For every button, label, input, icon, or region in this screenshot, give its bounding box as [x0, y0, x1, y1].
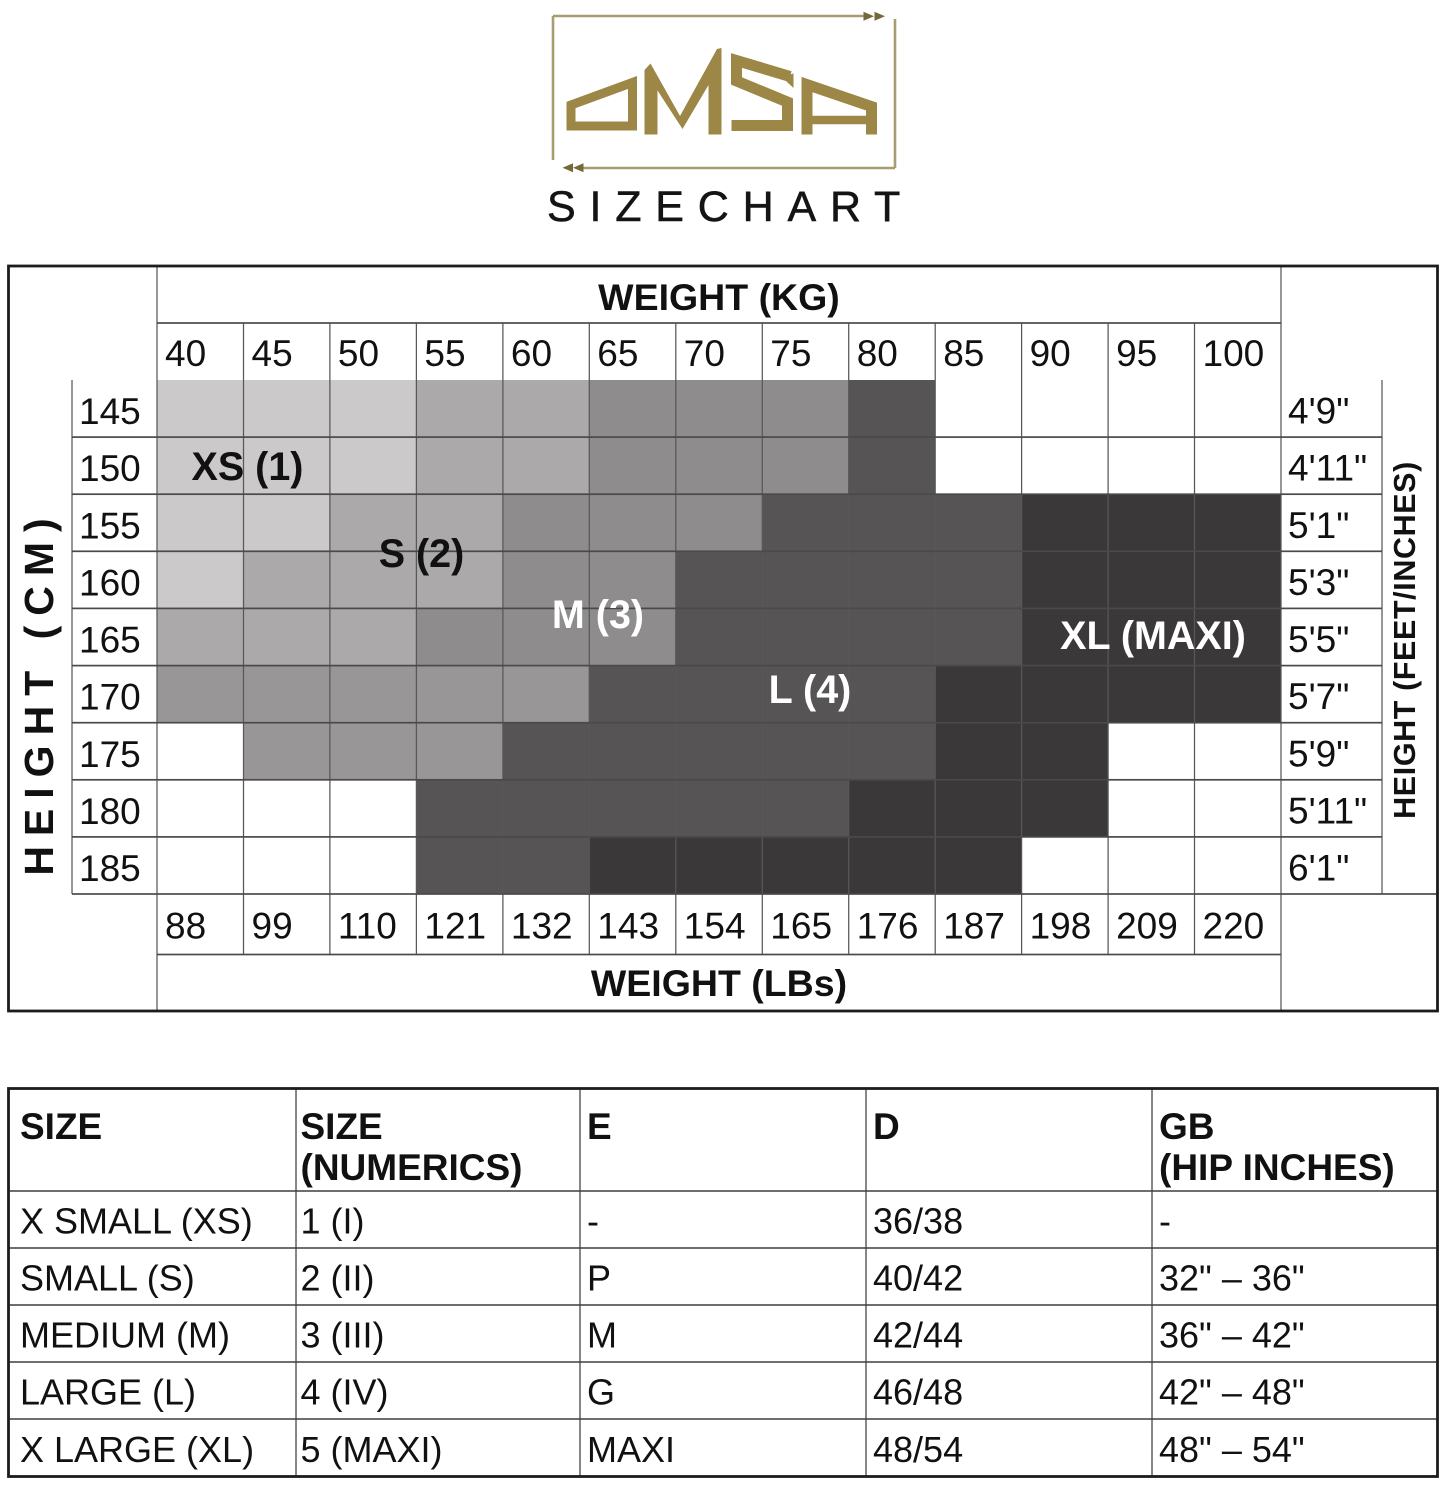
svg-text:(HIP INCHES): (HIP INCHES): [1159, 1147, 1395, 1188]
svg-text:P: P: [587, 1258, 611, 1299]
svg-text:E: E: [587, 1106, 612, 1147]
svg-text:(NUMERICS): (NUMERICS): [301, 1147, 523, 1188]
svg-text:48/54: 48/54: [873, 1429, 963, 1470]
svg-text:32" – 36": 32" – 36": [1159, 1258, 1305, 1299]
svg-text:176: 176: [857, 906, 919, 947]
svg-text:198: 198: [1030, 906, 1092, 947]
svg-text:X SMALL (XS): X SMALL (XS): [20, 1201, 253, 1242]
svg-text:SIZECHART: SIZECHART: [547, 183, 914, 231]
svg-text:185: 185: [79, 848, 141, 889]
svg-text:121: 121: [424, 906, 486, 947]
svg-text:6'1": 6'1": [1288, 847, 1349, 888]
svg-text:75: 75: [770, 333, 811, 374]
svg-text:5'7": 5'7": [1288, 676, 1349, 717]
svg-text:36" – 42": 36" – 42": [1159, 1315, 1305, 1356]
svg-text:40: 40: [165, 333, 206, 374]
svg-text:XL (MAXI): XL (MAXI): [1060, 614, 1246, 658]
svg-text:165: 165: [79, 620, 141, 661]
svg-text:SMALL (S): SMALL (S): [20, 1258, 195, 1299]
svg-text:220: 220: [1203, 906, 1265, 947]
svg-text:170: 170: [79, 677, 141, 718]
svg-text:D: D: [873, 1106, 900, 1147]
svg-text:-: -: [587, 1201, 599, 1242]
svg-text:4'9": 4'9": [1288, 391, 1349, 432]
svg-text:160: 160: [79, 562, 141, 603]
svg-text:M (3): M (3): [552, 593, 644, 637]
svg-text:46/48: 46/48: [873, 1372, 963, 1413]
svg-text:SIZE: SIZE: [301, 1106, 383, 1147]
svg-text:110: 110: [338, 906, 397, 947]
svg-text:WEIGHT (KG): WEIGHT (KG): [598, 276, 840, 318]
svg-text:LARGE (L): LARGE (L): [20, 1372, 196, 1413]
svg-text:55: 55: [424, 333, 465, 374]
svg-text:HEIGHT (CM): HEIGHT (CM): [16, 508, 62, 875]
svg-text:150: 150: [79, 448, 141, 489]
svg-text:36/38: 36/38: [873, 1201, 963, 1242]
svg-text:50: 50: [338, 333, 379, 374]
svg-text:5 (MAXI): 5 (MAXI): [301, 1429, 443, 1470]
svg-text:S (2): S (2): [379, 532, 465, 576]
svg-text:4'11": 4'11": [1288, 448, 1367, 489]
svg-text:5'11": 5'11": [1288, 790, 1367, 831]
svg-text:5'5": 5'5": [1288, 619, 1349, 660]
svg-text:95: 95: [1116, 333, 1157, 374]
svg-text:X LARGE (XL): X LARGE (XL): [20, 1429, 254, 1470]
svg-text:80: 80: [857, 333, 898, 374]
svg-text:100: 100: [1203, 333, 1265, 374]
svg-text:143: 143: [597, 906, 659, 947]
svg-text:99: 99: [252, 906, 293, 947]
svg-text:90: 90: [1030, 333, 1071, 374]
svg-text:XS (1): XS (1): [192, 445, 304, 489]
svg-text:L (4): L (4): [769, 668, 852, 712]
svg-text:88: 88: [165, 906, 206, 947]
svg-text:M: M: [587, 1315, 617, 1356]
svg-text:G: G: [587, 1372, 615, 1413]
svg-text:48" – 54": 48" – 54": [1159, 1429, 1305, 1470]
svg-text:3 (III): 3 (III): [301, 1315, 385, 1356]
svg-text:5'1": 5'1": [1288, 505, 1349, 546]
svg-text:1 (I): 1 (I): [301, 1201, 365, 1242]
svg-text:5'3": 5'3": [1288, 562, 1349, 603]
svg-text:175: 175: [79, 734, 141, 775]
svg-text:4 (IV): 4 (IV): [301, 1372, 389, 1413]
svg-text:-: -: [1159, 1201, 1171, 1242]
svg-text:154: 154: [684, 906, 746, 947]
svg-text:MAXI: MAXI: [587, 1429, 675, 1470]
svg-text:65: 65: [597, 333, 638, 374]
svg-text:WEIGHT (LBs): WEIGHT (LBs): [591, 962, 847, 1004]
svg-text:85: 85: [943, 333, 984, 374]
svg-text:42" – 48": 42" – 48": [1159, 1372, 1305, 1413]
svg-text:5'9": 5'9": [1288, 733, 1349, 774]
svg-text:132: 132: [511, 906, 573, 947]
svg-text:180: 180: [79, 791, 141, 832]
svg-text:209: 209: [1116, 906, 1178, 947]
svg-text:GB: GB: [1159, 1106, 1215, 1147]
svg-text:HEIGHT (FEET/INCHES): HEIGHT (FEET/INCHES): [1388, 461, 1422, 819]
svg-text:70: 70: [684, 333, 725, 374]
svg-text:40/42: 40/42: [873, 1258, 963, 1299]
svg-text:145: 145: [79, 391, 141, 432]
svg-text:42/44: 42/44: [873, 1315, 963, 1356]
svg-text:187: 187: [943, 906, 1005, 947]
svg-text:165: 165: [770, 906, 832, 947]
svg-text:MEDIUM (M): MEDIUM (M): [20, 1315, 230, 1356]
svg-text:2 (II): 2 (II): [301, 1258, 375, 1299]
svg-text:60: 60: [511, 333, 552, 374]
svg-text:155: 155: [79, 505, 141, 546]
svg-text:SIZE: SIZE: [20, 1106, 102, 1147]
svg-text:45: 45: [252, 333, 293, 374]
